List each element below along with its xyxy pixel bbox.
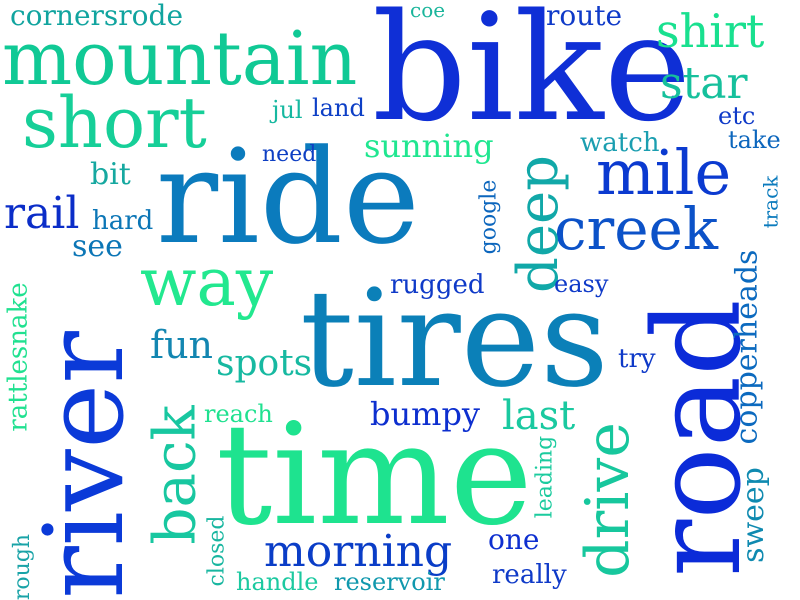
word-mile: mile xyxy=(596,136,732,209)
word-way: way xyxy=(140,244,274,321)
word-google: google xyxy=(476,179,502,255)
word-sweep: sweep xyxy=(735,467,771,563)
word-back: back xyxy=(140,405,209,545)
word-reservoir: reservoir xyxy=(334,568,445,596)
word-closed: closed xyxy=(204,515,230,587)
word-rattlesnake: rattlesnake xyxy=(3,282,34,432)
word-try: try xyxy=(618,344,656,374)
word-time: time xyxy=(216,394,533,557)
word-spots: spots xyxy=(216,343,313,384)
word-coe: coe xyxy=(410,0,446,22)
word-jul: jul xyxy=(272,96,303,124)
word-see: see xyxy=(72,229,123,264)
word-bit: bit xyxy=(90,157,131,192)
word-leading: leading xyxy=(532,435,558,519)
word-rail: rail xyxy=(4,188,80,239)
word-creek: creek xyxy=(554,195,719,263)
word-rugged: rugged xyxy=(390,270,485,300)
word-land: land xyxy=(312,94,365,122)
word-short: short xyxy=(22,82,207,164)
word-shirt: shirt xyxy=(656,4,765,58)
word-easy: easy xyxy=(554,270,609,298)
word-handle: handle xyxy=(236,568,319,596)
word-watch: watch xyxy=(580,128,660,158)
word-tires: tires xyxy=(300,261,609,417)
word-cornersrode: cornersrode xyxy=(10,0,184,32)
word-really: really xyxy=(492,560,567,590)
word-ride: ride xyxy=(156,121,420,273)
word-bike: bike xyxy=(372,0,692,154)
word-bumpy: bumpy xyxy=(370,395,480,433)
word-sunning: sunning xyxy=(364,127,494,165)
word-route: route xyxy=(546,0,623,32)
word-track: track xyxy=(758,175,783,229)
word-morning: morning xyxy=(264,526,453,577)
word-copperheads: copperheads xyxy=(729,249,765,445)
word-one: one xyxy=(488,523,540,556)
word-take: take xyxy=(728,126,781,154)
word-mountain: mountain xyxy=(2,16,358,102)
word-rough: rough xyxy=(10,533,36,600)
word-reach: reach xyxy=(204,400,273,428)
word-need: need xyxy=(262,142,317,167)
word-etc: etc xyxy=(718,102,756,130)
word-river: river xyxy=(19,331,148,599)
word-star: star xyxy=(660,58,748,109)
word-drive: drive xyxy=(572,422,643,578)
word-last: last xyxy=(502,393,576,439)
word-hard: hard xyxy=(92,206,154,236)
word-fun: fun xyxy=(150,323,214,367)
